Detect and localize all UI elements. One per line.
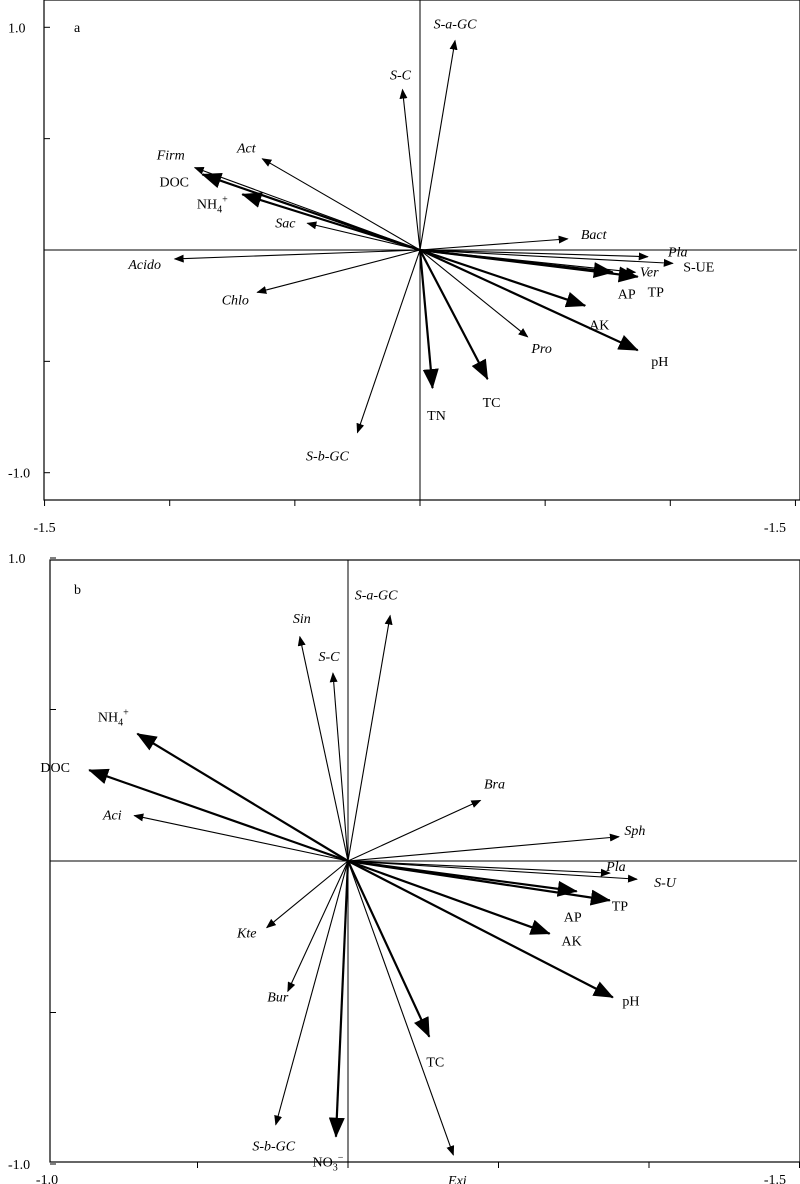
vector-arrow-ph xyxy=(419,249,639,352)
vector-label-doc: DOC xyxy=(40,761,70,776)
vector-arrow-bur xyxy=(287,860,349,993)
vector-arrow-pro xyxy=(419,249,529,338)
vector-arrow-bra xyxy=(347,799,482,862)
vector-label-tp: TP xyxy=(612,899,629,914)
vector-arrow-s-c xyxy=(329,672,349,862)
vector-label-chlo: Chlo xyxy=(222,293,249,308)
vector-arrow-ap xyxy=(419,248,614,279)
y-tick-label: -1.0 xyxy=(8,1158,30,1173)
vector-arrow-sac xyxy=(306,221,421,251)
vector-arrow-kte xyxy=(265,860,349,929)
vector-label-tc: TC xyxy=(483,396,501,411)
vector-arrow-s-ue xyxy=(419,249,674,267)
x-tick-label: -1.5 xyxy=(33,521,55,536)
vector-label-s-a-gc: S-a-GC xyxy=(434,18,477,33)
vector-label-sac: Sac xyxy=(275,216,296,231)
vector-arrow-tc xyxy=(419,249,489,381)
vector-arrow-tn xyxy=(418,249,439,390)
vector-label-acido: Acido xyxy=(127,258,161,273)
vector-label-ver: Ver xyxy=(640,265,659,280)
vector-arrow-s-c xyxy=(399,88,421,251)
x-tick-label: -1.0 xyxy=(36,1173,58,1184)
vector-arrow-chlo xyxy=(256,249,421,294)
vector-label-pro: Pro xyxy=(530,342,551,357)
vector-label-pla: Pla xyxy=(605,860,625,875)
vector-label-ap: AP xyxy=(618,287,636,302)
vector-arrow-bact xyxy=(419,235,569,251)
vector-label-s-c: S-C xyxy=(318,650,340,665)
vector-arrow-ak xyxy=(347,859,551,935)
vector-arrow-s-a-gc xyxy=(419,39,458,251)
vector-label-pla: Pla xyxy=(667,246,687,261)
vector-arrow-nh4 xyxy=(241,192,421,252)
vector-label-s-ue: S-UE xyxy=(683,260,714,275)
vector-label-ph: pH xyxy=(651,355,668,370)
y-tick-label: -1.0 xyxy=(8,467,30,482)
vector-arrow-s-b-gc xyxy=(274,860,349,1126)
vector-arrow-pla xyxy=(419,249,649,261)
vector-arrow-tc xyxy=(347,860,431,1038)
vector-label-ak: AK xyxy=(562,935,582,950)
vector-label-s-a-gc: S-a-GC xyxy=(355,589,398,604)
vector-arrow-pla xyxy=(347,860,611,877)
vector-label-sin: Sin xyxy=(293,612,311,627)
y-tick-label: 1.0 xyxy=(8,21,26,36)
vector-label-aci: Aci xyxy=(102,809,122,824)
vector-arrow-aci xyxy=(133,813,349,862)
vector-label-tp: TP xyxy=(648,286,665,301)
biplot-panel-b: -1.0 -1.5 1.0 -1.0 b S-a-GC Sin S-C NH4+ DOC Aci Br… xyxy=(8,552,800,1184)
y-tick-label: 1.0 xyxy=(8,552,26,567)
vector-label-sph: Sph xyxy=(624,824,645,839)
vector-label-nh4: NH4+ xyxy=(98,708,129,729)
vector-arrow-exi xyxy=(347,860,455,1156)
vector-label-s-b-gc: S-b-GC xyxy=(252,1140,295,1155)
vector-label-ap: AP xyxy=(564,910,582,925)
vector-arrow-acido xyxy=(173,249,421,263)
vector-arrow-act xyxy=(261,158,421,251)
vector-arrow-doc xyxy=(201,172,421,252)
vector-arrow-ph xyxy=(347,860,614,999)
vector-label-kte: Kte xyxy=(236,927,256,942)
vector-arrow-s-b-gc xyxy=(356,249,421,434)
panel-label: b xyxy=(74,583,81,598)
vector-label-no3: NO3− xyxy=(313,1153,344,1174)
vector-label-nh4: NH4+ xyxy=(197,194,228,215)
vector-arrow-ap xyxy=(347,859,578,897)
vector-label-exi: Exi xyxy=(447,1174,467,1184)
vector-arrow-no3 xyxy=(328,860,350,1138)
vector-arrow-ak xyxy=(419,248,587,308)
vector-arrow-s-a-gc xyxy=(347,614,393,862)
panel-label: a xyxy=(74,21,81,36)
vector-label-ph: pH xyxy=(622,994,639,1009)
x-tick-label: -1.5 xyxy=(764,1173,786,1184)
vector-arrow-doc xyxy=(88,768,349,863)
vector-label-bact: Bact xyxy=(581,228,608,243)
vector-arrow-s-u xyxy=(347,860,638,883)
vector-label-s-u: S-U xyxy=(654,876,677,891)
vector-label-bra: Bra xyxy=(484,777,505,792)
vector-label-act: Act xyxy=(236,142,257,157)
x-tick-label: -1.5 xyxy=(764,521,786,536)
vector-arrow-nh4 xyxy=(136,732,349,862)
biplot-panel-a: -1.5 -1.5 1.0 -1.0 a S-a-GC S-C Act Firm DOC NH4+ S… xyxy=(8,0,800,536)
vector-label-firm: Firm xyxy=(156,149,185,164)
vector-label-s-c: S-C xyxy=(390,69,412,84)
vector-label-bur: Bur xyxy=(267,990,289,1005)
vector-arrow-sin xyxy=(297,635,349,862)
vector-label-doc: DOC xyxy=(159,175,189,190)
vector-arrow-sph xyxy=(347,833,620,862)
vector-label-tc: TC xyxy=(426,1056,444,1071)
vector-label-tn: TN xyxy=(427,409,446,424)
vector-label-s-b-gc: S-b-GC xyxy=(306,450,349,465)
